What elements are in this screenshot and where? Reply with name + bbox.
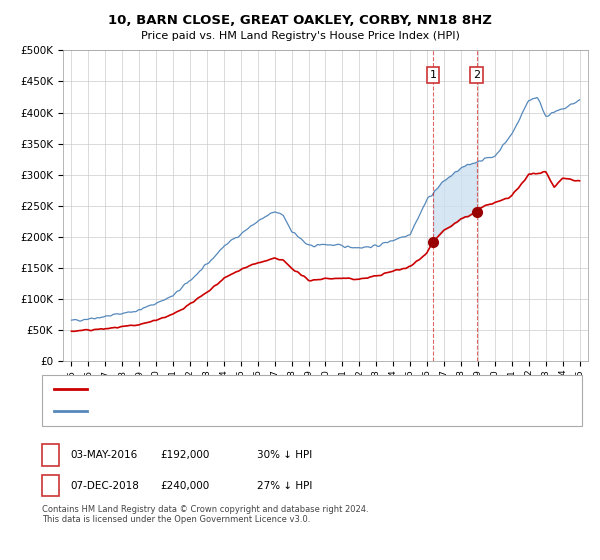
Text: £192,000: £192,000 xyxy=(161,450,210,460)
Text: 2: 2 xyxy=(47,481,54,491)
Text: Contains HM Land Registry data © Crown copyright and database right 2024.
This d: Contains HM Land Registry data © Crown c… xyxy=(42,505,368,524)
Text: 10, BARN CLOSE, GREAT OAKLEY, CORBY, NN18 8HZ (detached house): 10, BARN CLOSE, GREAT OAKLEY, CORBY, NN1… xyxy=(93,384,445,394)
Text: Price paid vs. HM Land Registry's House Price Index (HPI): Price paid vs. HM Land Registry's House … xyxy=(140,31,460,41)
Text: 07-DEC-2018: 07-DEC-2018 xyxy=(71,481,140,491)
Text: 10, BARN CLOSE, GREAT OAKLEY, CORBY, NN18 8HZ: 10, BARN CLOSE, GREAT OAKLEY, CORBY, NN1… xyxy=(108,14,492,27)
Text: HPI: Average price, detached house, North Northamptonshire: HPI: Average price, detached house, Nort… xyxy=(93,407,399,417)
Text: 1: 1 xyxy=(430,70,436,80)
Text: 30% ↓ HPI: 30% ↓ HPI xyxy=(257,450,312,460)
Text: 2: 2 xyxy=(473,70,480,80)
Text: 27% ↓ HPI: 27% ↓ HPI xyxy=(257,481,312,491)
Text: 03-MAY-2016: 03-MAY-2016 xyxy=(71,450,138,460)
Text: £240,000: £240,000 xyxy=(161,481,210,491)
Text: 1: 1 xyxy=(47,450,54,460)
